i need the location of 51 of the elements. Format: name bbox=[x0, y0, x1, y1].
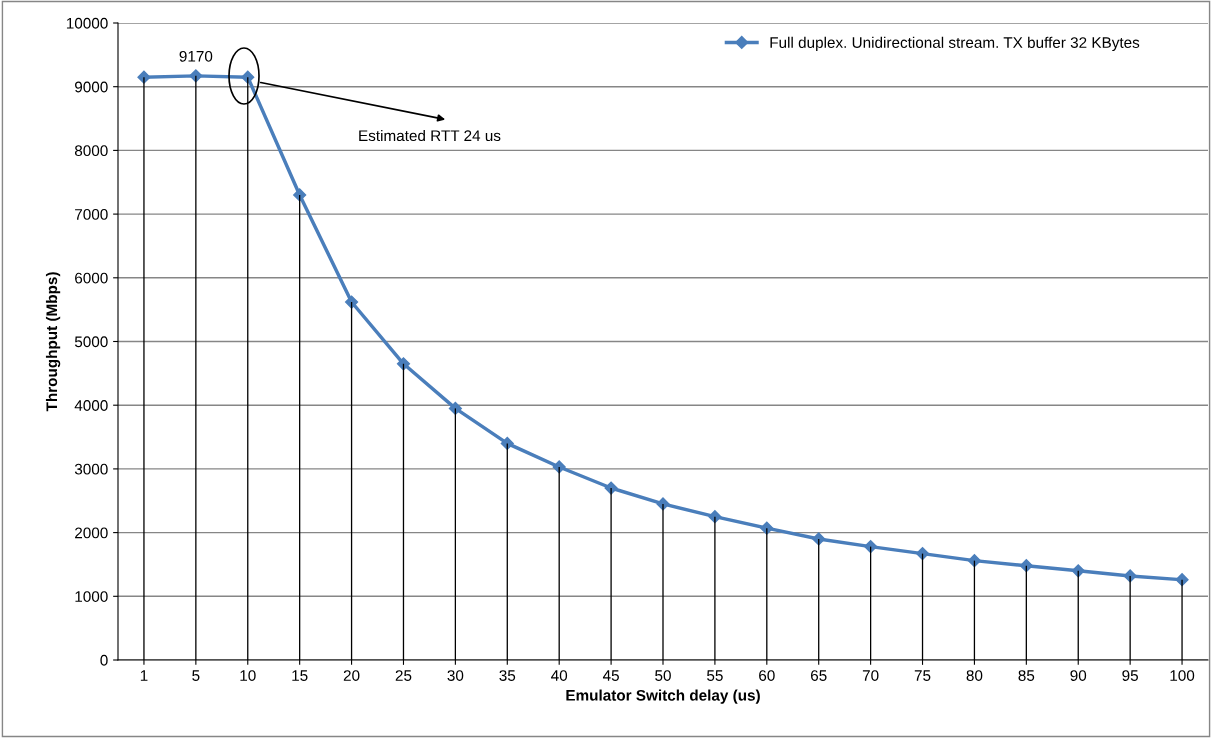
x-tick-label: 40 bbox=[551, 670, 568, 681]
x-tick-label: 45 bbox=[602, 670, 619, 681]
x-tick-label: 15 bbox=[292, 670, 308, 681]
x-tick-label: 95 bbox=[1122, 670, 1138, 681]
annotation: Estimated RTT 24 us bbox=[359, 129, 501, 142]
point bbox=[915, 547, 930, 561]
y-tick-label: 2000 bbox=[75, 527, 108, 539]
y-tick-label: 6000 bbox=[75, 272, 108, 284]
y-tick-label: 4000 bbox=[74, 400, 108, 411]
x-tick-label: 25 bbox=[395, 670, 412, 681]
x-tick-label: 90 bbox=[1070, 670, 1087, 681]
point bbox=[448, 401, 462, 415]
legend-label: Full duplex. Unidirectional stream. TX buffer 32 KBytes bbox=[770, 36, 1140, 51]
point bbox=[293, 188, 307, 202]
point bbox=[1019, 559, 1033, 573]
x-tick-label: 100 bbox=[1170, 670, 1195, 681]
point bbox=[552, 460, 566, 474]
point bbox=[812, 532, 826, 546]
point bbox=[1071, 564, 1085, 578]
point bbox=[241, 70, 255, 84]
x-tick-label: 60 bbox=[759, 670, 775, 681]
x-axis-title: Emulator Switch delay (us) bbox=[566, 689, 760, 704]
y-tick-label: 1000 bbox=[75, 591, 108, 602]
point bbox=[760, 521, 774, 535]
data-label: 9170 bbox=[179, 50, 213, 62]
point bbox=[344, 295, 359, 309]
x-tick-label: 50 bbox=[655, 670, 671, 681]
x-tick-label: 65 bbox=[810, 670, 827, 681]
x-tick-label: 55 bbox=[707, 670, 723, 681]
x-tick-label: 10 bbox=[240, 670, 256, 681]
y-tick-label: 9000 bbox=[75, 81, 108, 93]
y-tick-label: 5000 bbox=[74, 336, 108, 348]
point bbox=[500, 436, 514, 451]
point bbox=[396, 357, 411, 371]
point bbox=[864, 540, 878, 554]
point bbox=[967, 554, 982, 568]
y-tick-label: 10000 bbox=[66, 17, 108, 29]
x-tick-label: 80 bbox=[966, 670, 983, 681]
x-tick-label: 5 bbox=[192, 670, 200, 681]
y-tick-label: 0 bbox=[100, 654, 108, 666]
y-axis-title: Throughput (Mbps) bbox=[45, 272, 61, 412]
x-tick-label: 20 bbox=[343, 670, 360, 681]
x-tick-label: 35 bbox=[499, 670, 516, 681]
x-tick-label: 1 bbox=[140, 670, 148, 681]
y-tick-label: 3000 bbox=[74, 463, 108, 475]
x-tick-label: 75 bbox=[914, 670, 931, 681]
x-tick-label: 30 bbox=[447, 670, 464, 681]
y-tick-label: 8000 bbox=[74, 145, 108, 157]
x-tick-label: 70 bbox=[862, 670, 879, 681]
x-tick-label: 85 bbox=[1018, 670, 1035, 681]
y-tick-label: 7000 bbox=[75, 208, 108, 220]
